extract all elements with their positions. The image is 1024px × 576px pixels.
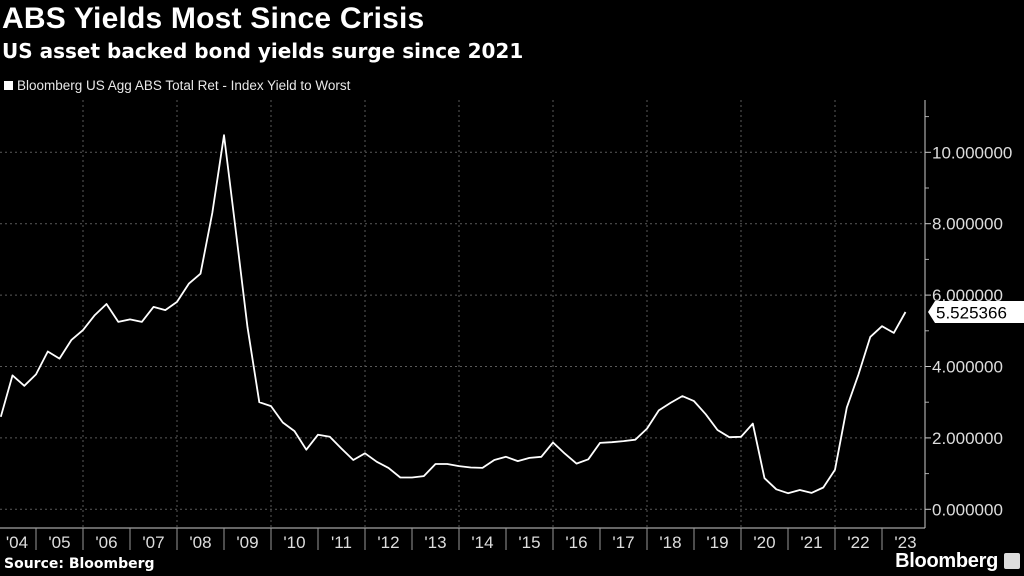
legend-swatch (4, 81, 13, 90)
chart-subtitle: US asset backed bond yields surge since … (2, 39, 524, 63)
x-tick-label: '15 (518, 533, 540, 552)
last-value-label: 5.525366 (936, 304, 1007, 323)
series-line (0, 134, 907, 495)
x-tick-label: '16 (565, 533, 587, 552)
x-tick-label: '12 (377, 533, 399, 552)
x-tick-label: '20 (753, 533, 775, 552)
chart-title: ABS Yields Most Since Crisis (2, 2, 425, 35)
x-tick-label: '23 (894, 533, 916, 552)
y-tick-label: 10.000000 (932, 143, 1012, 162)
axes (0, 100, 931, 550)
x-tick-label: '17 (612, 533, 634, 552)
x-tick-label: '04 (6, 533, 28, 552)
legend-label: Bloomberg US Agg ABS Total Ret - Index Y… (17, 78, 351, 93)
x-tick-label: '09 (236, 533, 258, 552)
x-tick-label: '05 (48, 533, 70, 552)
source-note: Source: Bloomberg (4, 556, 155, 572)
last-value-tag (928, 301, 1024, 324)
bloomberg-chart-icon (1004, 553, 1020, 569)
x-tick-label: '10 (283, 533, 305, 552)
legend: Bloomberg US Agg ABS Total Ret - Index Y… (4, 78, 350, 93)
x-tick-label: '11 (331, 533, 352, 552)
x-tick-label: '19 (706, 533, 728, 552)
series (0, 134, 907, 495)
x-tick-label: '21 (800, 533, 822, 552)
bloomberg-logo: Bloomberg (895, 550, 998, 572)
y-tick-label: 0.000000 (932, 500, 1003, 519)
x-tick-label: '14 (471, 533, 493, 552)
grid (0, 100, 925, 528)
x-tick-label: '18 (659, 533, 681, 552)
y-tick-label: 8.000000 (932, 215, 1003, 234)
x-tick-label: '07 (142, 533, 164, 552)
x-tick-label: '22 (847, 533, 869, 552)
x-tick-label: '13 (424, 533, 446, 552)
y-tick-label: 6.000000 (932, 286, 1003, 305)
y-tick-label: 2.000000 (932, 429, 1003, 448)
x-tick-label: '08 (189, 533, 211, 552)
x-tick-label: '06 (95, 533, 117, 552)
labels: 0.000000 2.000000 4.000000 6.000000 8.000000… (6, 143, 1024, 552)
y-tick-label: 4.000000 (932, 358, 1003, 377)
